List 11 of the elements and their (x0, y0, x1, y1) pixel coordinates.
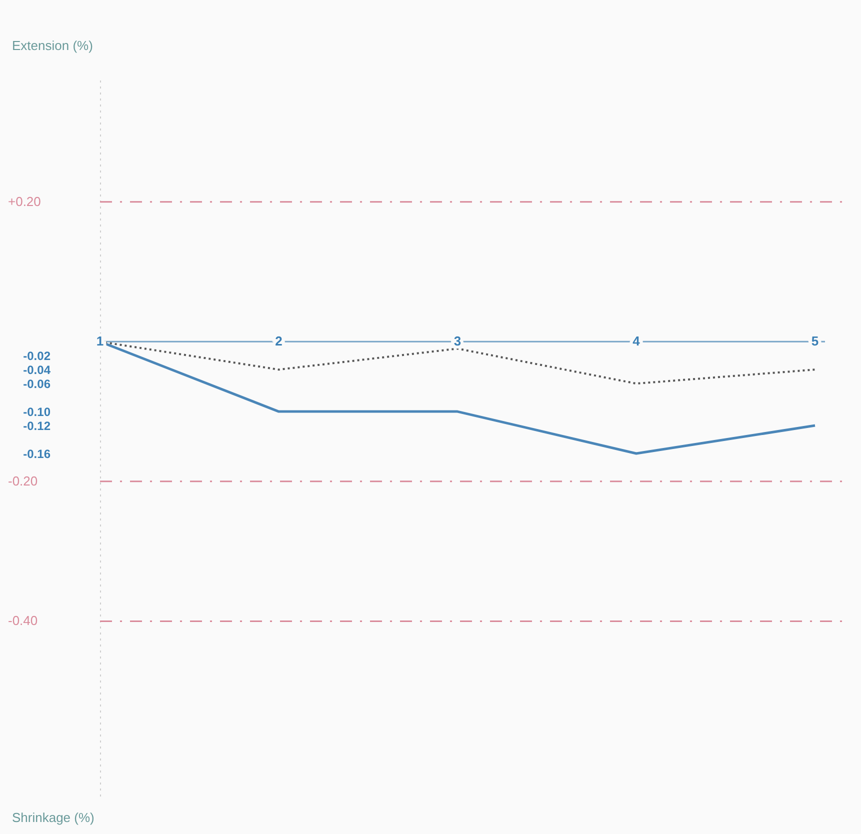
ref-line-label: -0.40 (8, 613, 38, 628)
y-tick-label: -0.02 (23, 349, 51, 364)
ref-line-label: +0.20 (8, 194, 41, 209)
ref-line-label: -0.20 (8, 473, 38, 488)
y-tick-label: -0.10 (23, 405, 51, 420)
y-tick-label: -0.12 (23, 419, 51, 434)
y-tick-label: -0.16 (23, 446, 51, 461)
text: Shrinkage (%) (12, 810, 94, 825)
y-tick-label: -0.04 (23, 363, 51, 378)
y-axis-title: Extension (%) (12, 38, 93, 53)
y-tick-label: -0.06 (23, 377, 51, 392)
